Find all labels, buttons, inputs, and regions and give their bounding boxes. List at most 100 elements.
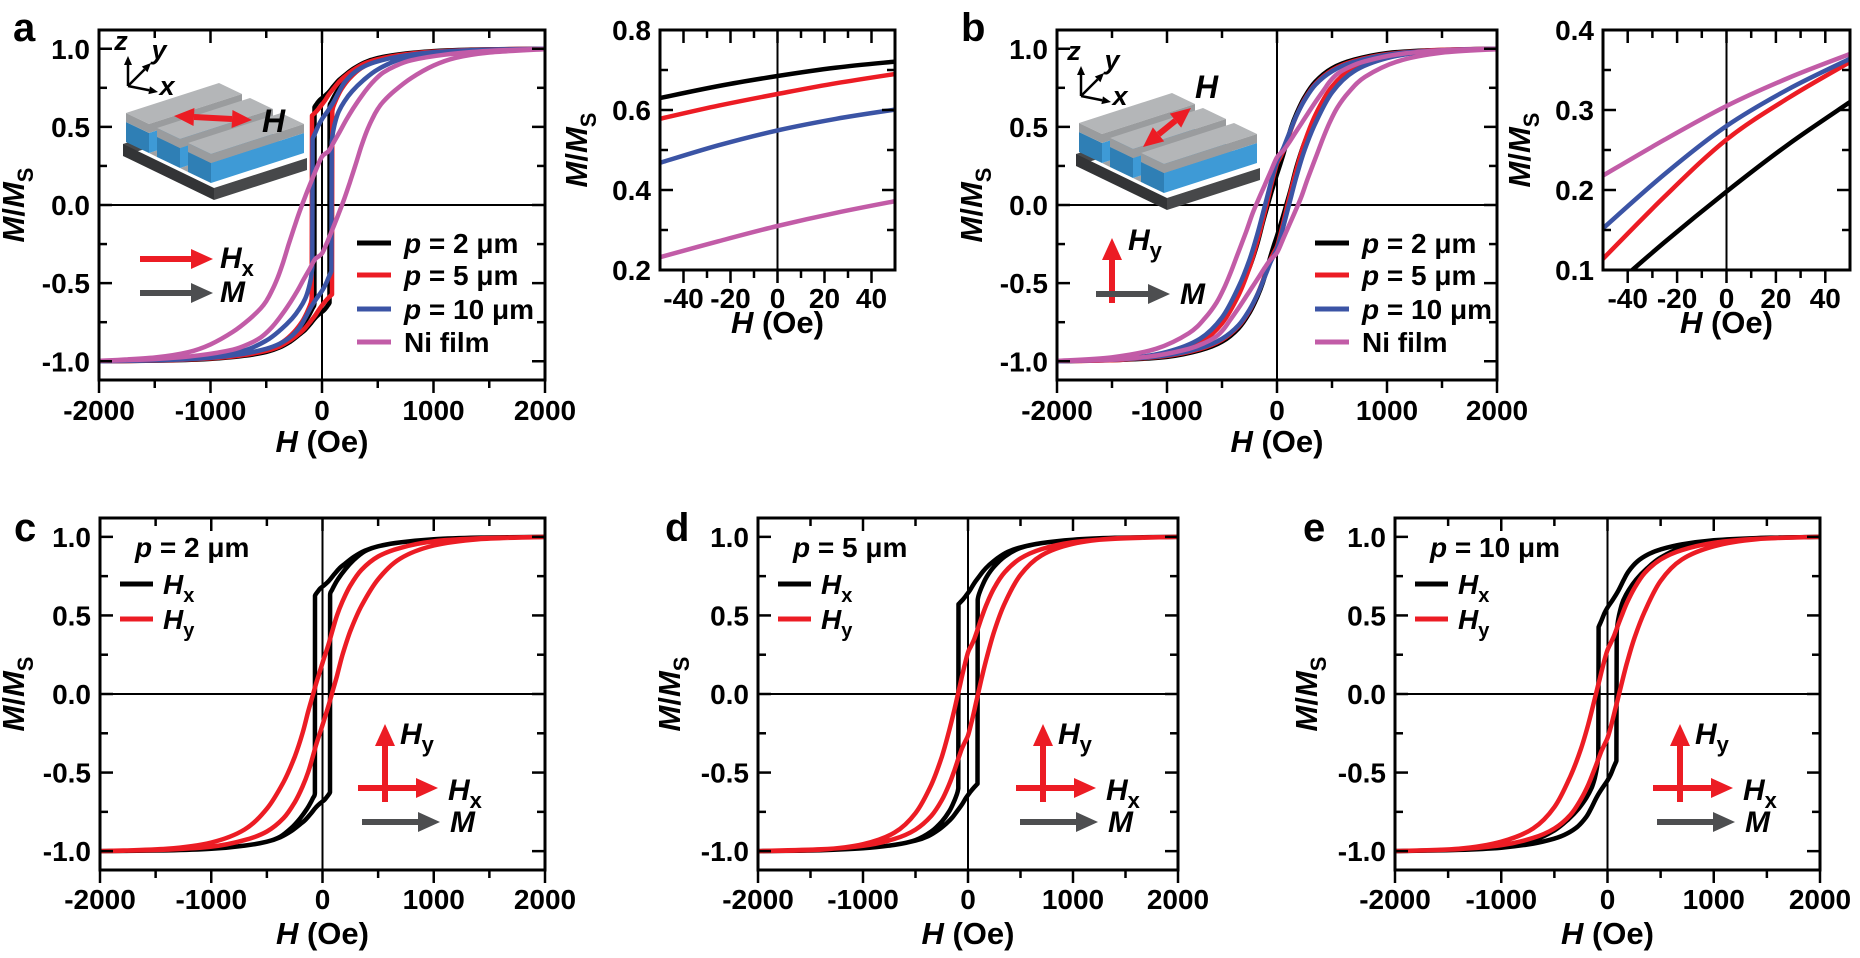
y-axis-title: M/MS <box>1502 113 1544 188</box>
stripe-top-face <box>1079 93 1195 134</box>
y-tick-label: 1.0 <box>51 34 90 65</box>
stripe-end-gray-face <box>1079 123 1102 143</box>
y-tick-label: 0.1 <box>1555 255 1594 286</box>
y-tick-label: 1.0 <box>1347 522 1386 553</box>
panel-b-plot: -2000 -1000 0 1000 2000 -1.0 -0.5 0.0 0.5 1.0 H (O… <box>954 28 1528 459</box>
x-tick-label: 0 <box>314 395 330 426</box>
m-arrow-icon <box>140 283 213 303</box>
legend-label: Ni film <box>1362 327 1448 358</box>
curves <box>1057 46 1497 364</box>
hy-arrow-icon <box>1670 724 1690 802</box>
curves <box>99 46 545 364</box>
y-tick-label: 0.5 <box>51 112 90 143</box>
substrate-right-face <box>214 158 307 200</box>
legend-label: p = 5 μm <box>403 260 518 291</box>
stripe-end-gray-face <box>188 143 211 163</box>
legend-label: Ni film <box>404 327 490 358</box>
legend-label: Hy <box>163 604 195 642</box>
x-tick-label: -2000 <box>64 884 136 915</box>
m-arrow-icon <box>362 812 440 832</box>
stripe-end-blue-face <box>157 137 180 168</box>
panel-letter-e: e <box>1303 506 1326 550</box>
h-field-arrow-icon <box>174 108 252 128</box>
stripe-top-face <box>188 113 304 154</box>
stripe-end-blue-face <box>188 152 211 183</box>
substrate-front-face <box>1076 154 1167 210</box>
x-tick-label: -40 <box>1607 283 1647 314</box>
curve-p = 5 μm <box>660 71 895 122</box>
m-arrow-label: M <box>1180 278 1206 311</box>
x-tick-label: -1000 <box>1131 395 1203 426</box>
y-tick-label: -0.5 <box>43 758 91 789</box>
stripe-end-blue-face <box>126 122 149 153</box>
y-tick-label: -1.0 <box>1000 346 1048 377</box>
x-axis-icon <box>1080 94 1111 105</box>
y-tick-label: 0.0 <box>51 190 90 221</box>
curve-p = 10 μm <box>660 107 895 166</box>
y-axis-label: y <box>1102 45 1121 75</box>
panel-d-plot: -2000 -1000 0 1000 2000 -1.0 -0.5 0.0 0.5 1.0 H (O… <box>652 516 1209 951</box>
stripe-schematic-b: z yx H <box>1066 36 1260 210</box>
stripe-end-gray-face <box>1110 138 1133 158</box>
curves <box>660 59 895 260</box>
x-tick-label: 20 <box>809 283 840 314</box>
axis-ticks <box>1393 518 1822 883</box>
y-tick-label: 0.5 <box>710 600 749 631</box>
x-axis-icon <box>127 84 158 95</box>
curve-p2_Hx <box>100 534 545 854</box>
x-tick-label: 2000 <box>1466 395 1528 426</box>
pitch-label: p = 2 μm <box>134 532 249 563</box>
x-axis-title: H (Oe) <box>1561 916 1654 951</box>
y-tick-label: 0.2 <box>1555 175 1594 206</box>
stripe-front-blue-face <box>211 133 304 183</box>
y-axis-icon <box>1080 73 1104 97</box>
substrate-front-face <box>123 144 214 200</box>
y-axis-icon <box>127 63 151 87</box>
substrate-right-face <box>1167 168 1260 210</box>
h-field-arrow-icon <box>1143 108 1191 147</box>
stripe-front-blue-face <box>1164 143 1257 193</box>
stripe-front-gray-face <box>211 124 304 163</box>
axis-ticks <box>1603 28 1850 283</box>
stripe-end-gray-face <box>157 128 180 148</box>
legend-label: p = 5 μm <box>1361 260 1476 291</box>
x-tick-label: 0 <box>315 884 331 915</box>
legend-label: Hx <box>163 569 194 607</box>
x-tick-label: 1000 <box>1042 884 1104 915</box>
axis-ticks <box>97 30 547 393</box>
y-tick-label: -1.0 <box>42 346 90 377</box>
axis-ticks <box>1055 30 1499 393</box>
y-axis-title: M/MS <box>0 657 38 732</box>
m-arrow-label: M <box>1745 806 1771 839</box>
axis-ticks <box>756 518 1180 883</box>
panel-letter-c: c <box>14 506 37 550</box>
z-axis-icon <box>124 56 132 86</box>
stripe-top-face <box>126 83 242 124</box>
y-tick-label: -0.5 <box>1000 268 1048 299</box>
z-axis-icon <box>1077 66 1085 96</box>
x-tick-label: -20 <box>710 283 750 314</box>
curves <box>1395 534 1820 854</box>
y-tick-label: 0.0 <box>52 679 91 710</box>
y-tick-label: 0.8 <box>612 15 651 46</box>
panel-letter-d: d <box>665 506 690 550</box>
m-arrow-label: M <box>450 806 476 839</box>
field-arrows-a: HxM <box>140 242 255 309</box>
hy-arrow-label: Hy <box>1128 224 1163 263</box>
panel-e-plot: -2000 -1000 0 1000 2000 -1.0 -0.5 0.0 0.5 1.0 H (O… <box>1289 516 1851 951</box>
x-axis-title: H (Oe) <box>1680 305 1773 340</box>
y-axis-title: M/MS <box>0 168 38 243</box>
x-axis-label: x <box>157 71 175 101</box>
curve-p = 2 μm <box>660 59 895 101</box>
x-tick-label: 40 <box>1810 283 1841 314</box>
x-axis-label: x <box>1110 81 1128 111</box>
curve-p = 5 μm <box>1603 59 1850 262</box>
y-axis-title: M/MS <box>559 113 601 188</box>
x-tick-label: -20 <box>1657 283 1697 314</box>
m-arrow-icon <box>1096 284 1170 304</box>
legend-label: p = 10 μm <box>1361 294 1492 325</box>
panel-c-plot: -2000 -1000 0 1000 2000 -1.0 -0.5 0.0 0.5 1.0 H (O… <box>0 516 576 951</box>
